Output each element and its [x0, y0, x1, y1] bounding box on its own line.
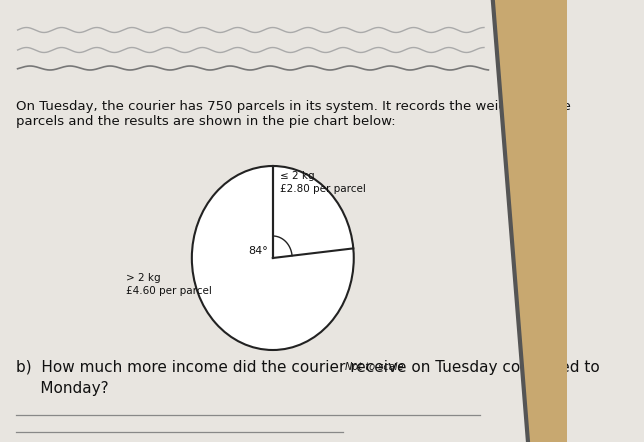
Polygon shape — [493, 0, 567, 442]
Text: 84°: 84° — [248, 246, 268, 256]
Circle shape — [192, 166, 354, 350]
Text: On Tuesday, the courier has 750 parcels in its system. It records the weights of: On Tuesday, the courier has 750 parcels … — [16, 100, 571, 128]
Text: Not to scale: Not to scale — [345, 362, 403, 372]
Text: > 2 kg
£4.60 per parcel: > 2 kg £4.60 per parcel — [126, 273, 212, 296]
Text: b)  How much more income did the courier receive on Tuesday compared to
     Mon: b) How much more income did the courier … — [16, 360, 600, 396]
Text: ≤ 2 kg
£2.80 per parcel: ≤ 2 kg £2.80 per parcel — [280, 171, 366, 194]
